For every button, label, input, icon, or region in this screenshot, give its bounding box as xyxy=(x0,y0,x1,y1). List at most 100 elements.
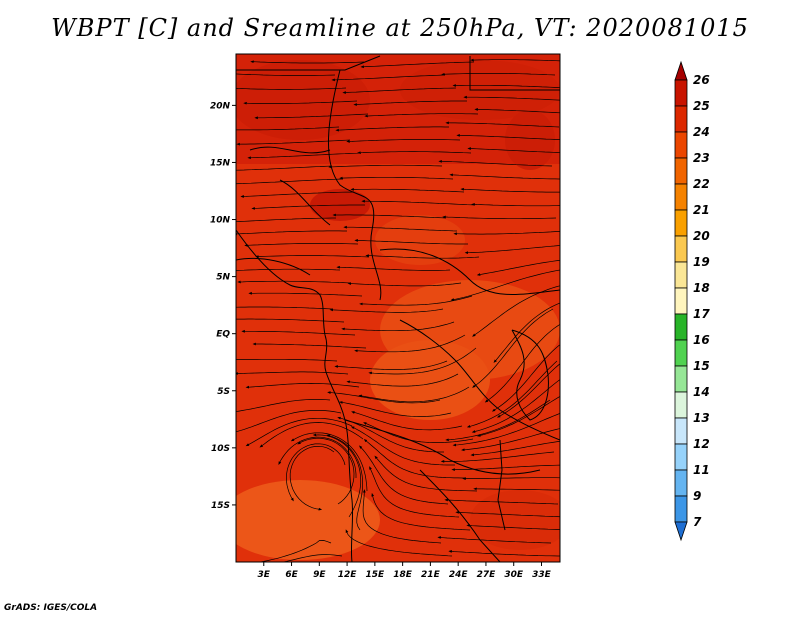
colorbar-label: 25 xyxy=(693,99,710,113)
streamline xyxy=(236,371,349,375)
streamline xyxy=(470,440,560,457)
streamline xyxy=(331,74,446,82)
streamline xyxy=(345,529,453,557)
lat-label: 5N xyxy=(216,273,230,283)
streamline xyxy=(371,492,471,531)
colorbar-label: 20 xyxy=(693,229,710,243)
streamline xyxy=(328,164,443,169)
colorbar-label: 12 xyxy=(693,437,710,451)
border-drc-east xyxy=(399,319,560,441)
streamline xyxy=(453,230,560,236)
border-car xyxy=(379,248,560,295)
colorbar-swatch xyxy=(674,417,688,445)
colorbar: 26 25 24 23 22 21 20 19 18 17 16 15 14 13 12 11 9 7 xyxy=(674,60,710,542)
streamline xyxy=(365,254,480,259)
streamline xyxy=(337,416,444,453)
lon-label: 3E xyxy=(258,570,271,580)
streamline xyxy=(347,282,462,287)
streamline xyxy=(236,217,336,223)
streamline xyxy=(329,308,444,313)
border-sudan xyxy=(469,56,560,91)
colorbar-label: 16 xyxy=(693,333,710,347)
coastlines-borders xyxy=(236,55,560,562)
lon-label: 33E xyxy=(532,570,552,580)
streamline xyxy=(452,413,560,447)
streamline xyxy=(245,417,353,447)
streamline xyxy=(359,445,449,505)
streamline xyxy=(255,255,370,258)
map-title: WBPT [C] and Sreamline at 250hPa, VT: 20… xyxy=(51,14,749,42)
streamline xyxy=(360,61,475,69)
streamline xyxy=(339,401,452,417)
streamline xyxy=(250,60,365,64)
streamline xyxy=(369,466,460,518)
streamline xyxy=(236,87,347,90)
colorbar-swatch xyxy=(674,105,688,133)
streamline xyxy=(463,95,560,101)
streamline xyxy=(473,487,560,491)
lon-axis: 3E 6E 9E 12E 15E 18E 21E 24E 27E 30E 33E xyxy=(258,562,552,580)
colorbar-label: 19 xyxy=(693,255,710,269)
colorbar-swatch xyxy=(674,365,688,393)
streamline xyxy=(471,202,560,207)
colorbar-label: 11 xyxy=(693,463,710,477)
streamline xyxy=(236,73,336,76)
streamline xyxy=(471,379,560,433)
streamline xyxy=(462,477,560,480)
map-frame xyxy=(235,53,561,563)
streamline xyxy=(368,347,477,375)
streamline xyxy=(252,342,367,349)
colorbar-swatch xyxy=(674,339,688,367)
colorbar-label: 17 xyxy=(693,307,710,321)
streamline xyxy=(236,268,341,271)
border-south xyxy=(344,419,541,475)
map-panel xyxy=(235,53,561,563)
lon-label: 12E xyxy=(338,570,358,580)
streamline xyxy=(472,285,560,337)
streamline xyxy=(493,302,560,363)
streamline xyxy=(244,243,359,247)
streamline xyxy=(245,383,360,389)
streamline xyxy=(444,498,559,505)
streamline xyxy=(455,510,560,518)
lon-label: 15E xyxy=(366,570,386,580)
streamline xyxy=(286,443,346,502)
colorbar-top-arrow xyxy=(674,60,688,81)
streamline xyxy=(236,178,344,185)
colorbar-label: 22 xyxy=(693,177,710,191)
streamline xyxy=(248,291,363,297)
lat-label: 15N xyxy=(210,158,231,168)
colorbar-swatch xyxy=(674,495,688,523)
streamline xyxy=(464,245,560,255)
streamline xyxy=(332,213,447,219)
lon-label: 21E xyxy=(421,570,441,580)
border-zambia xyxy=(419,469,501,562)
streamline xyxy=(353,100,467,106)
streamline xyxy=(241,329,356,336)
streamline xyxy=(327,391,441,404)
streamline xyxy=(326,434,363,531)
border-north xyxy=(236,55,381,71)
lat-label: 10N xyxy=(210,216,231,226)
lat-label: 10S xyxy=(211,444,230,454)
border-chad xyxy=(327,69,382,301)
colorbar-swatch xyxy=(674,183,688,211)
streamline xyxy=(363,439,466,479)
streamline xyxy=(354,239,468,245)
streamline xyxy=(236,306,334,310)
streamline xyxy=(472,308,554,388)
lat-label: EQ xyxy=(216,330,230,340)
streamline xyxy=(343,225,458,232)
streamline xyxy=(247,152,362,160)
lon-label: 24E xyxy=(449,570,469,580)
streamline xyxy=(236,399,331,412)
streamline xyxy=(236,126,340,131)
colorbar-swatch xyxy=(674,443,688,471)
streamline xyxy=(437,536,552,544)
lat-label: 20N xyxy=(210,101,231,111)
streamline xyxy=(450,269,560,301)
lon-label: 6E xyxy=(285,570,298,580)
colorbar-label: 24 xyxy=(693,125,710,139)
streamline xyxy=(312,433,362,518)
